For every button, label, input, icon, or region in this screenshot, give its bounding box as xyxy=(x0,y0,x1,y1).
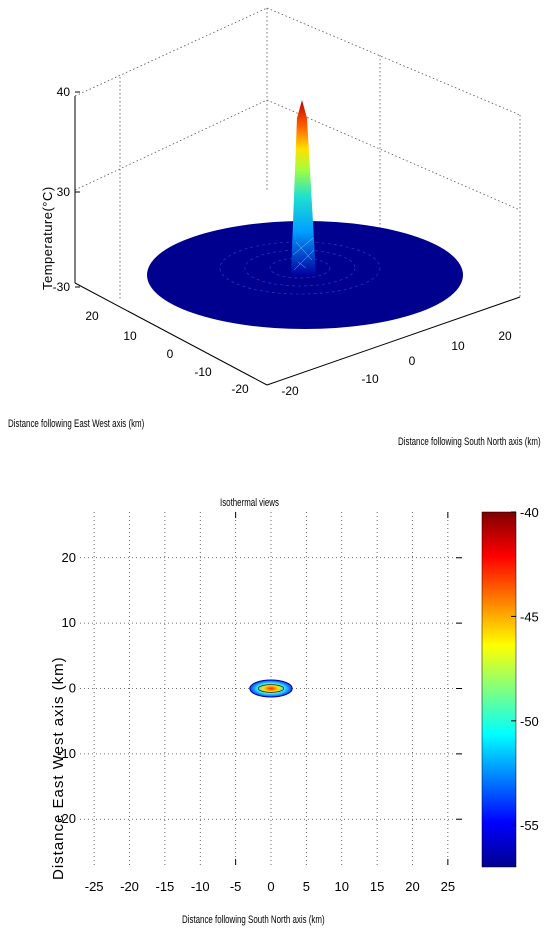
colorbar xyxy=(481,511,517,868)
z-tick-label: 40 xyxy=(57,85,71,99)
x-tick-label: -10 xyxy=(194,365,212,379)
colorbar-tick-label: -45 xyxy=(520,609,539,624)
x-tick-label: -5 xyxy=(230,879,242,894)
surface-plot: 40 30 -30 20 10 0 -10 -20 -20 -10 0 10 20 xyxy=(53,7,521,398)
surface-peak xyxy=(291,100,316,275)
x-tick-label: 25 xyxy=(441,879,455,894)
x-tick-label: 10 xyxy=(123,329,137,343)
x-tick-label: -20 xyxy=(231,382,249,396)
contour-plot-title: Isothermal views xyxy=(220,497,279,509)
x-tick-label: -25 xyxy=(85,879,104,894)
x-tick-label: -15 xyxy=(155,879,174,894)
y-tick-label: -20 xyxy=(281,384,299,398)
x-tick-label: 10 xyxy=(335,879,349,894)
y-tick-label: 10 xyxy=(62,615,76,630)
x-tick-label: 20 xyxy=(85,309,99,323)
y-tick-label: 0 xyxy=(69,681,76,696)
contour-x-axis-label: Distance following South North axis (km) xyxy=(182,914,325,926)
axes-front-edges xyxy=(74,96,521,386)
z-axis-label: Temperature(°C) xyxy=(40,186,55,290)
y-tick-label: -10 xyxy=(57,746,76,761)
x-tick-label: -10 xyxy=(191,879,210,894)
contour-y-axis-label: Distance East West axis (km) xyxy=(50,656,67,880)
colorbar-tick-label: -55 xyxy=(520,818,539,833)
y-tick-label: 20 xyxy=(62,550,76,565)
hotspot-region xyxy=(249,679,293,698)
z-tick-label: -30 xyxy=(53,280,71,294)
colorbar-tick-label: -50 xyxy=(520,714,539,729)
colorbar-tick-label: -40 xyxy=(520,505,539,520)
y-tick-label: 10 xyxy=(451,339,465,353)
hotspot-inner-contour xyxy=(257,684,285,693)
x-axis-label: Distance following East West axis (km) xyxy=(8,418,145,430)
y-tick-label: -20 xyxy=(57,811,76,826)
y-tick-label: -10 xyxy=(361,372,379,386)
x-tick-label: 15 xyxy=(370,879,384,894)
y-tick-label: 0 xyxy=(409,354,416,368)
z-tick-label: 30 xyxy=(57,185,71,199)
x-tick-label: -20 xyxy=(120,879,139,894)
y-tick-label: 20 xyxy=(498,329,512,343)
surface-peak-mesh xyxy=(292,237,315,271)
x-tick-label: 20 xyxy=(405,879,419,894)
y-axis-label: Distance following South North axis (km) xyxy=(398,436,541,448)
x-tick-label: 0 xyxy=(267,879,274,894)
x-tick-label: 5 xyxy=(303,879,310,894)
hotspot-contour xyxy=(249,679,293,698)
x-tick-label: 0 xyxy=(167,347,174,361)
